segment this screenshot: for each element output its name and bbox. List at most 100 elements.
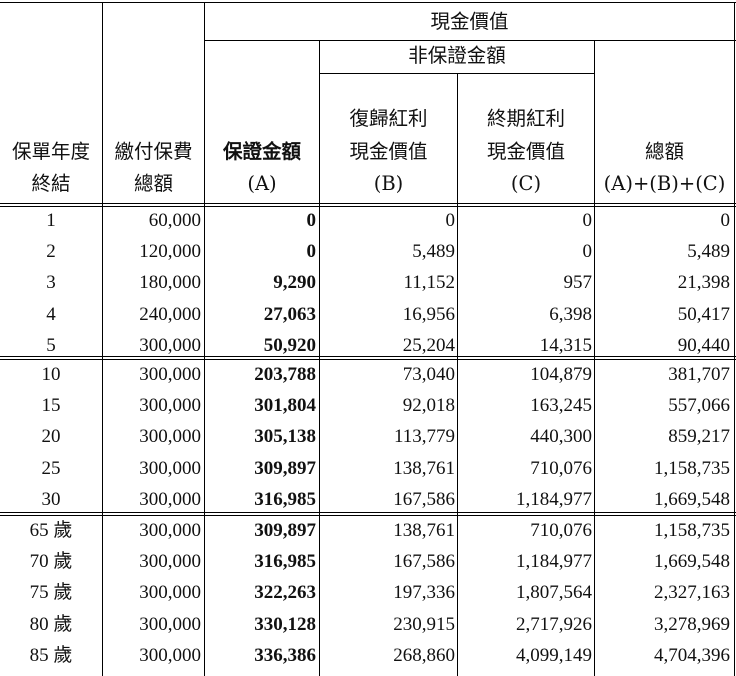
- cell-terminal: 6,398: [549, 303, 592, 325]
- cell-reversionary: 73,040: [402, 364, 455, 385]
- col-divider-1: [102, 2, 103, 676]
- cell-premium: 300,000: [139, 551, 201, 573]
- cell-total: 1,158,735: [654, 457, 730, 479]
- cell-year: 70 歲: [29, 551, 73, 573]
- premium-header-line2: 總額: [133, 172, 173, 195]
- cell-terminal: 1,184,977: [516, 488, 592, 510]
- cell-reversionary: 0: [445, 210, 456, 231]
- cell-reversionary: 197,336: [393, 582, 455, 604]
- cell-total: 3,278,969: [654, 613, 730, 635]
- guaranteed-header-line1: 保證金額: [222, 140, 301, 163]
- cell-reversionary: 138,761: [393, 457, 455, 479]
- cell-year: 75 歲: [29, 582, 73, 604]
- cell-premium: 180,000: [139, 272, 201, 294]
- cell-guaranteed: 309,897: [254, 520, 316, 541]
- cell-year: 80 歲: [29, 613, 73, 635]
- cell-premium: 300,000: [139, 457, 201, 479]
- cell-guaranteed: 27,063: [263, 303, 316, 325]
- group-separator: [0, 359, 736, 360]
- cell-total: 1,669,548: [654, 488, 730, 510]
- cell-terminal: 1,184,977: [516, 551, 592, 573]
- cell-year: 20: [41, 426, 61, 448]
- cell-year: 25: [41, 457, 61, 479]
- cell-year: 2: [46, 241, 56, 263]
- cell-premium: 300,000: [139, 488, 201, 510]
- premium-header-line1: 繳付保費: [114, 140, 193, 163]
- terminal-header-line2: 現金價值: [486, 140, 565, 163]
- cell-premium: 300,000: [139, 334, 201, 356]
- cell-guaranteed: 50,920: [263, 334, 316, 356]
- cell-year: 1: [46, 210, 56, 231]
- cell-terminal: 710,076: [530, 457, 592, 479]
- cell-reversionary: 113,779: [393, 426, 455, 448]
- terminal-header-line3: (C): [510, 172, 542, 195]
- cell-terminal: 14,315: [539, 334, 592, 356]
- terminal-header-line1: 終期紅利: [486, 107, 565, 130]
- cell-total: 90,440: [677, 334, 730, 356]
- cell-guaranteed: 309,897: [254, 457, 316, 479]
- cell-total: 859,217: [668, 426, 730, 448]
- reversionary-header-line3: (B): [373, 172, 404, 195]
- cell-reversionary: 268,860: [393, 644, 455, 666]
- cell-terminal: 957: [563, 272, 593, 294]
- cell-terminal: 4,099,149: [516, 644, 592, 666]
- cell-premium: 300,000: [139, 364, 201, 385]
- cell-reversionary: 11,152: [403, 272, 455, 294]
- cell-premium: 300,000: [139, 520, 201, 541]
- cell-premium: 300,000: [139, 395, 201, 417]
- total-header-line2: (A)+(B)+(C): [603, 172, 726, 195]
- group-separator: [0, 512, 736, 513]
- cell-guaranteed: 9,290: [273, 272, 316, 294]
- cell-guaranteed: 301,804: [254, 395, 316, 417]
- cell-terminal: 104,879: [530, 364, 592, 385]
- cell-premium: 240,000: [139, 303, 201, 325]
- cell-year: 4: [46, 303, 56, 325]
- cell-guaranteed: 330,128: [254, 613, 316, 635]
- cell-total: 381,707: [668, 364, 730, 385]
- cell-premium: 300,000: [139, 582, 201, 604]
- cell-year: 10: [41, 364, 61, 385]
- cell-guaranteed: 316,985: [254, 551, 316, 573]
- cell-year: 15: [41, 395, 61, 417]
- cell-terminal: 0: [582, 241, 593, 263]
- cell-terminal: 163,245: [530, 395, 592, 417]
- cell-guaranteed: 322,263: [254, 582, 316, 604]
- cell-total: 50,417: [677, 303, 730, 325]
- cell-year: 3: [46, 272, 56, 294]
- col-divider-2: [204, 2, 205, 676]
- cell-reversionary: 138,761: [393, 520, 455, 541]
- reversionary-header-line2: 現金價值: [349, 140, 428, 163]
- non-guaranteed-heading: 非保證金額: [408, 44, 506, 67]
- cell-guaranteed: 0: [306, 241, 317, 263]
- cell-year: 5: [46, 334, 56, 356]
- cell-total: 2,327,163: [654, 582, 730, 604]
- cell-premium: 300,000: [139, 644, 201, 666]
- cell-reversionary: 92,018: [402, 395, 455, 417]
- cell-terminal: 2,717,926: [516, 613, 592, 635]
- cell-year: 65 歲: [29, 520, 73, 541]
- year-header-line2: 終結: [31, 172, 71, 195]
- cell-reversionary: 167,586: [393, 488, 455, 510]
- cell-guaranteed: 316,985: [254, 488, 316, 510]
- cell-guaranteed: 336,386: [254, 644, 316, 666]
- cell-total: 1,158,735: [654, 520, 730, 541]
- cell-terminal: 0: [582, 210, 593, 231]
- cell-reversionary: 16,956: [402, 303, 455, 325]
- cell-total: 21,398: [677, 272, 730, 294]
- group-separator: [0, 356, 736, 357]
- cell-terminal: 440,300: [530, 426, 592, 448]
- cell-total: 557,066: [668, 395, 730, 417]
- col-divider-5: [594, 40, 595, 676]
- cell-year: 30: [41, 488, 61, 510]
- cell-reversionary: 25,204: [402, 334, 455, 356]
- guaranteed-header-line2: (A): [247, 172, 277, 195]
- cell-terminal: 710,076: [530, 520, 592, 541]
- cash-value-rule: [204, 40, 736, 41]
- cash-value-heading: 現金價值: [430, 10, 509, 33]
- cell-guaranteed: 305,138: [254, 426, 316, 448]
- header-bottom-rule: [0, 203, 736, 204]
- col-divider-3: [319, 40, 320, 676]
- group-separator: [0, 515, 736, 516]
- year-header-line1: 保單年度: [11, 140, 90, 163]
